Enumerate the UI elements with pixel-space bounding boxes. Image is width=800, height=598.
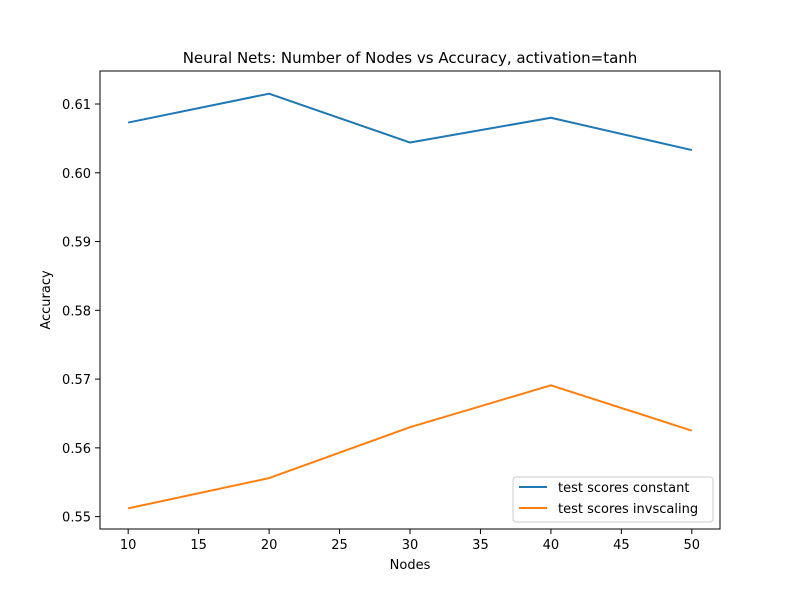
series-line-0 [127,92,693,152]
legend-box [512,476,714,523]
ticks-layer: 10 15 20 25 30 35 40 45 50 0.55 0.56 0.57 0.58 0.59 0.… [62,98,700,553]
y-tick-label: 0.57 [62,373,91,388]
y-tick-label: 0.61 [62,98,91,113]
y-tick-label: 0.58 [62,304,91,319]
x-tick-label: 15 [190,538,207,553]
series-layer [127,92,693,510]
y-tick-label: 0.59 [62,236,91,251]
chart-title: Neural Nets: Number of Nodes vs Accuracy… [183,49,638,67]
x-axis-label: Nodes [390,558,431,573]
x-tick-label: 30 [402,538,419,553]
x-tick-label: 35 [472,538,489,553]
y-tick-label: 0.55 [62,511,91,526]
x-tick-label: 50 [684,538,701,553]
x-tick-label: 40 [543,538,560,553]
y-tick-label: 0.60 [62,167,91,182]
x-tick-label: 25 [331,538,348,553]
x-tick-label: 45 [613,538,630,553]
y-tick-label: 0.56 [62,442,91,457]
plot-frame [99,70,721,530]
legend-label-constant: test scores constant [558,481,689,496]
series-line-1 [127,384,693,510]
x-tick-label: 20 [261,538,278,553]
x-tick-label: 10 [120,538,137,553]
legend-label-invscaling: test scores invscaling [558,502,698,517]
legend: test scores constant test scores invscal… [512,476,714,523]
y-axis-label: Accuracy [39,270,54,330]
